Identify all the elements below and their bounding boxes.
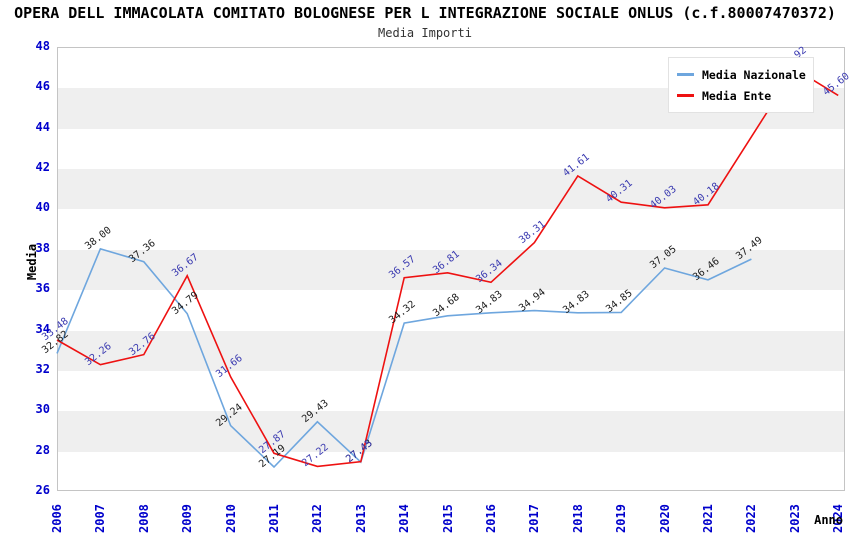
y-axis-title: Media — [25, 243, 40, 281]
legend-item-media-ente: Media Ente — [677, 85, 805, 106]
x-tick-label: 2022 — [744, 504, 759, 533]
media-nazionale-line-swatch — [677, 73, 694, 76]
chart-subtitle: Media Importi — [378, 26, 472, 40]
legend-item-media-nazionale: Media Nazionale — [677, 64, 806, 85]
x-tick-label: 2010 — [223, 504, 238, 533]
chart-title: OPERA DELL IMMACOLATA COMITATO BOLOGNESE… — [14, 4, 836, 22]
y-tick-label: 40 — [35, 200, 50, 215]
x-tick-label: 2006 — [50, 504, 64, 533]
x-axis-title: Anno — [814, 513, 843, 527]
y-tick-label: 30 — [35, 402, 50, 417]
y-tick-label: 28 — [35, 442, 50, 457]
y-tick-label: 46 — [35, 79, 50, 94]
x-tick-label: 2021 — [701, 504, 715, 533]
grid-band — [58, 330, 844, 371]
x-tick-label: 2015 — [440, 504, 455, 533]
y-tick-label: 26 — [35, 483, 50, 497]
x-tick-label: 2017 — [527, 504, 542, 533]
legend: Media Nazionale Media Ente — [668, 57, 814, 113]
y-tick-label: 34 — [35, 321, 50, 336]
x-tick-label: 2016 — [484, 504, 498, 533]
x-tick-label: 2012 — [310, 504, 325, 533]
x-tick-label: 2011 — [267, 504, 281, 533]
legend-label: Media Nazionale — [702, 67, 806, 82]
y-tick-label: 42 — [35, 160, 50, 175]
y-tick-label: 36 — [35, 281, 50, 296]
grid-band — [58, 169, 844, 210]
x-tick-label: 2014 — [397, 504, 412, 533]
media-ente-line-swatch — [677, 94, 694, 97]
x-tick-label: 2008 — [136, 504, 151, 533]
x-tick-label: 2009 — [180, 504, 195, 533]
x-tick-label: 2018 — [570, 504, 585, 533]
grid-band — [58, 411, 844, 452]
y-tick-label: 38 — [35, 240, 50, 255]
legend-label: Media Ente — [702, 88, 772, 103]
x-tick-label: 2007 — [93, 504, 108, 533]
y-tick-label: 32 — [35, 361, 50, 376]
x-tick-label: 2019 — [614, 504, 629, 533]
y-tick-label: 44 — [35, 119, 50, 134]
y-tick-label: 48 — [35, 39, 50, 53]
x-tick-label: 2020 — [657, 504, 672, 533]
x-tick-label: 2023 — [787, 504, 802, 533]
x-tick-label: 2013 — [353, 504, 368, 533]
